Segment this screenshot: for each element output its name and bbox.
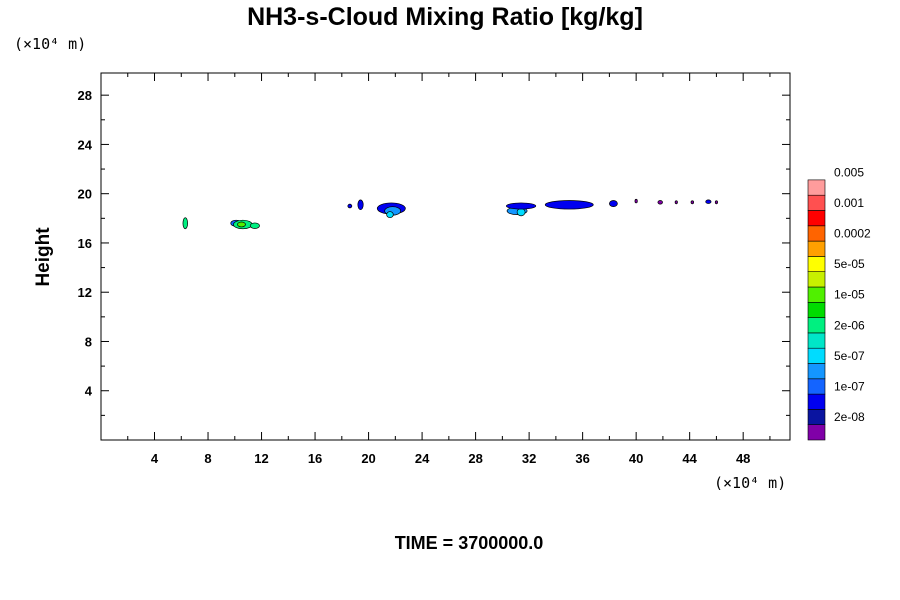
y-tick-label: 24 <box>78 137 93 152</box>
time-label: TIME = 3700000.0 <box>395 533 544 553</box>
x-tick-label: 48 <box>736 451 750 466</box>
x-tick-label: 12 <box>254 451 268 466</box>
cloud-region <box>357 199 364 211</box>
colorbar-cell <box>807 409 826 425</box>
cloud-region <box>634 198 638 204</box>
colorbar-label: 5e-07 <box>834 349 865 363</box>
cloud-region <box>386 211 394 219</box>
colorbar-cell <box>807 210 826 227</box>
cloud-region <box>690 200 695 205</box>
x-tick-label: 32 <box>522 451 536 466</box>
colorbar: 2e-08 1e-07 5e-07 2e-06 1e-05 5e-05 0.0002 0.00… <box>807 165 871 441</box>
x-tick-label: 8 <box>204 451 211 466</box>
x-tick-label: 4 <box>151 451 159 466</box>
cloud-region <box>705 199 712 204</box>
colorbar-cell <box>807 317 826 334</box>
cloud-region <box>609 200 618 207</box>
colorbar-cell <box>807 393 826 410</box>
cloud-region <box>506 202 537 210</box>
colorbar-cell <box>807 225 826 242</box>
colorbar-cell <box>807 194 826 211</box>
x-tick-label: 20 <box>361 451 375 466</box>
y-tick-label: 12 <box>78 285 92 300</box>
cloud-region <box>237 221 246 228</box>
cloud-region <box>714 200 718 205</box>
colorbar-cell <box>807 332 826 349</box>
cloud-region <box>249 222 260 229</box>
colorbar-label: 0.0002 <box>834 226 871 240</box>
colorbar-cell <box>807 240 826 257</box>
cloud-region <box>544 200 594 210</box>
y-tick-label: 4 <box>85 384 93 399</box>
y-axis-label: Height <box>33 227 54 287</box>
colorbar-label: 1e-05 <box>834 288 865 302</box>
x-tick-label: 36 <box>575 451 589 466</box>
x-tick-label: 24 <box>415 451 430 466</box>
chart-title: NH3-s-Cloud Mixing Ratio [kg/kg] <box>247 3 643 31</box>
colorbar-label: 1e-07 <box>834 379 865 393</box>
x-tick-label: 44 <box>682 451 697 466</box>
x-tick-label: 28 <box>468 451 482 466</box>
colorbar-cell <box>807 271 826 288</box>
plot-frame <box>100 72 791 441</box>
colorbar-cell <box>807 363 826 380</box>
colorbar-cell <box>807 347 826 364</box>
cloud-region <box>657 200 663 205</box>
colorbar-label: 0.001 <box>834 196 864 210</box>
data-layer <box>182 198 718 230</box>
y-tick-label: 28 <box>78 88 92 103</box>
y-tick-label: 8 <box>85 334 92 349</box>
colorbar-label: 2e-08 <box>834 410 865 424</box>
cloud-region <box>347 203 353 209</box>
colorbar-cell <box>807 301 826 318</box>
cloud-region <box>516 208 526 217</box>
x-tick-label: 16 <box>308 451 322 466</box>
cloud-region <box>674 200 678 205</box>
x-tick-label: 40 <box>629 451 643 466</box>
colorbar-cell <box>807 256 826 272</box>
colorbar-cell <box>807 179 826 196</box>
y-tick-label: 20 <box>78 187 92 202</box>
cloud-region <box>182 217 188 230</box>
colorbar-label: 5e-05 <box>834 257 865 271</box>
colorbar-cell <box>807 378 826 395</box>
colorbar-cell <box>807 424 826 441</box>
colorbar-cell <box>807 286 826 303</box>
y-tick-label: 16 <box>78 236 92 251</box>
x-axis-unit: (×10⁴ m) <box>714 474 786 492</box>
colorbar-label: 2e-06 <box>834 318 865 332</box>
y-axis-unit: (×10⁴ m) <box>14 35 86 53</box>
colorbar-label: 0.005 <box>834 165 864 179</box>
